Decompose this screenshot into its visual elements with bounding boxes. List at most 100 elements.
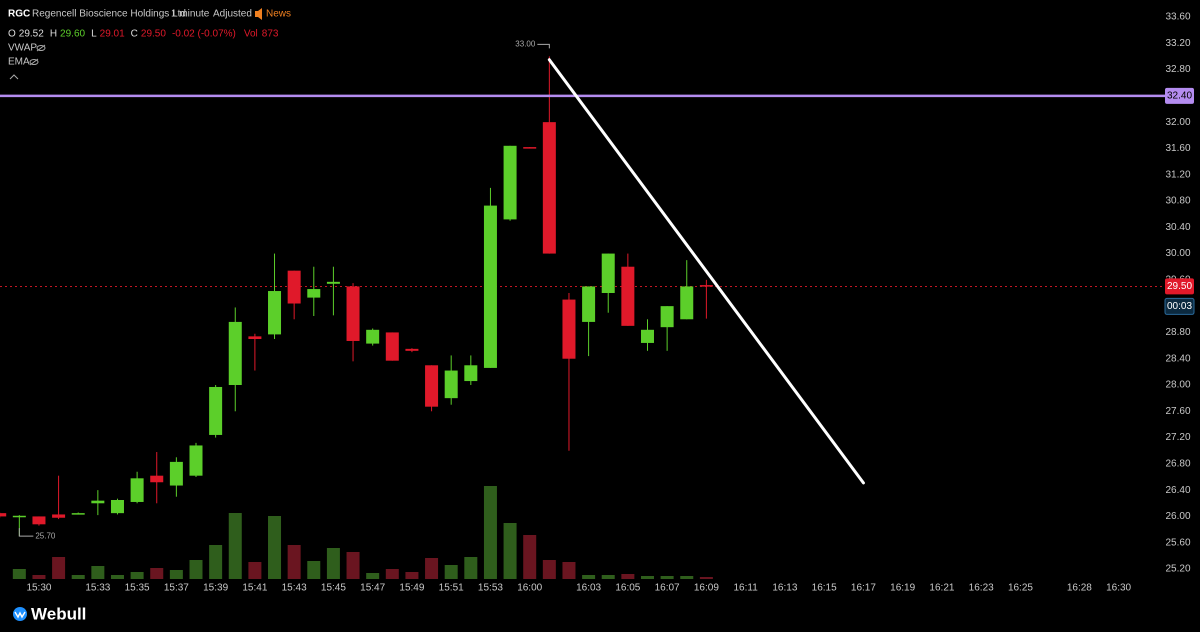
annotation-leader [18,528,34,537]
indicator[interactable]: VWAP [8,43,37,54]
annotation-label: 33.00 [515,40,536,49]
x-tick-label: 16:07 [655,583,680,594]
candle-body [464,365,478,382]
ohlc-field: Vol [244,29,258,40]
news-link[interactable]: News [266,9,291,20]
ohlc-field: H [50,29,57,40]
candle-body [228,321,242,385]
x-tick-label: 15:45 [321,583,346,594]
candle-body [503,145,517,220]
volume-bar [228,513,242,579]
candle-body [326,281,340,284]
volume-bar [483,486,497,579]
volume-bar [150,568,164,579]
volume-bar [660,576,674,579]
volume-bar [640,576,654,579]
candle-body [425,365,439,407]
x-tick-label: 16:19 [890,583,915,594]
candle-body [169,461,183,486]
x-tick-label: 16:03 [576,583,601,594]
countdown: 00:03 [1167,301,1192,312]
hide-icons[interactable] [29,44,46,66]
volume-bar [52,557,66,579]
candle-body [52,514,66,518]
y-tick-label: 31.20 [1165,169,1190,180]
x-tick-label: 16:21 [929,583,954,594]
x-tick-label: 16:23 [969,583,994,594]
annotation-leader [537,43,550,49]
volume-bar [405,572,419,579]
candle-body [405,348,419,351]
candle-body [110,500,124,514]
ohlc-field: 29.60 [60,29,85,40]
candle-body [680,286,694,320]
collapse-caret[interactable] [9,74,19,80]
logo-text: Webull [31,604,86,623]
x-tick-label: 15:51 [439,583,464,594]
news-icon[interactable] [255,8,262,20]
x-tick-label: 16:30 [1106,583,1131,594]
candle-body [150,475,164,483]
candle-body [483,205,497,368]
candle-body [621,266,635,326]
x-tick-label: 16:09 [694,583,719,594]
candle-body [444,370,458,399]
annotation-label: 25.70 [35,531,56,540]
x-tick-label: 16:05 [615,583,640,594]
volume-bar [169,570,183,579]
ohlc-field: 29.01 [100,29,125,40]
volume-bar [425,558,439,579]
company-name: Regencell Bioscience Holdings Ltd [32,9,186,20]
ohlc-field: 873 [262,29,279,40]
candle-body [268,291,282,335]
volume-bar [287,545,301,579]
y-tick-label: 27.60 [1165,406,1190,417]
y-tick-label: 28.40 [1165,353,1190,364]
volume-bar [699,577,713,579]
volume-bar [621,574,635,579]
candle-body [91,500,105,504]
interval[interactable]: 1 minute [171,9,210,20]
y-tick-label: 26.40 [1165,485,1190,496]
ohlc-field: 29.50 [141,29,166,40]
volume-bar [32,575,46,579]
indicator[interactable]: EMA [8,57,30,68]
volume-bar [91,566,105,579]
x-tick-label: 15:41 [242,583,267,594]
candle-body [699,285,713,287]
x-tick-label: 16:00 [517,583,542,594]
candle-body [12,515,26,518]
candle-body [32,516,46,525]
symbol[interactable]: RGC [8,9,30,20]
volume-bar [326,548,340,579]
x-tick-label: 15:33 [85,583,110,594]
volume-bar [110,575,124,579]
x-tick-label: 15:37 [164,583,189,594]
y-tick-label: 32.00 [1165,117,1190,128]
candle-body [130,478,144,502]
x-tick-label: 15:49 [399,583,424,594]
logo: Webull [13,604,86,623]
candle-body [601,253,615,293]
y-tick-label: 27.20 [1165,432,1190,443]
volume-bar [562,562,576,579]
adjustment[interactable]: Adjusted [213,9,252,20]
volume-bar [680,576,694,579]
y-tick-label: 33.60 [1165,12,1190,23]
volume-bar [523,535,537,579]
countdown-tag [1164,297,1195,315]
candle-body [346,286,360,341]
x-tick-label: 16:11 [733,583,758,594]
volume-bar [464,557,478,579]
y-tick-label: 25.60 [1165,537,1190,548]
candle-body [582,286,596,322]
volume-bar [268,516,282,579]
volume-bar [12,569,26,579]
x-tick-label: 15:53 [478,583,503,594]
y-tick-label: 25.20 [1165,564,1190,575]
ohlc-field: -0.02 (-0.07%) [172,29,236,40]
x-tick-label: 15:39 [203,583,228,594]
candle-body [366,329,380,344]
price-line-label: 32.40 [1167,90,1192,101]
